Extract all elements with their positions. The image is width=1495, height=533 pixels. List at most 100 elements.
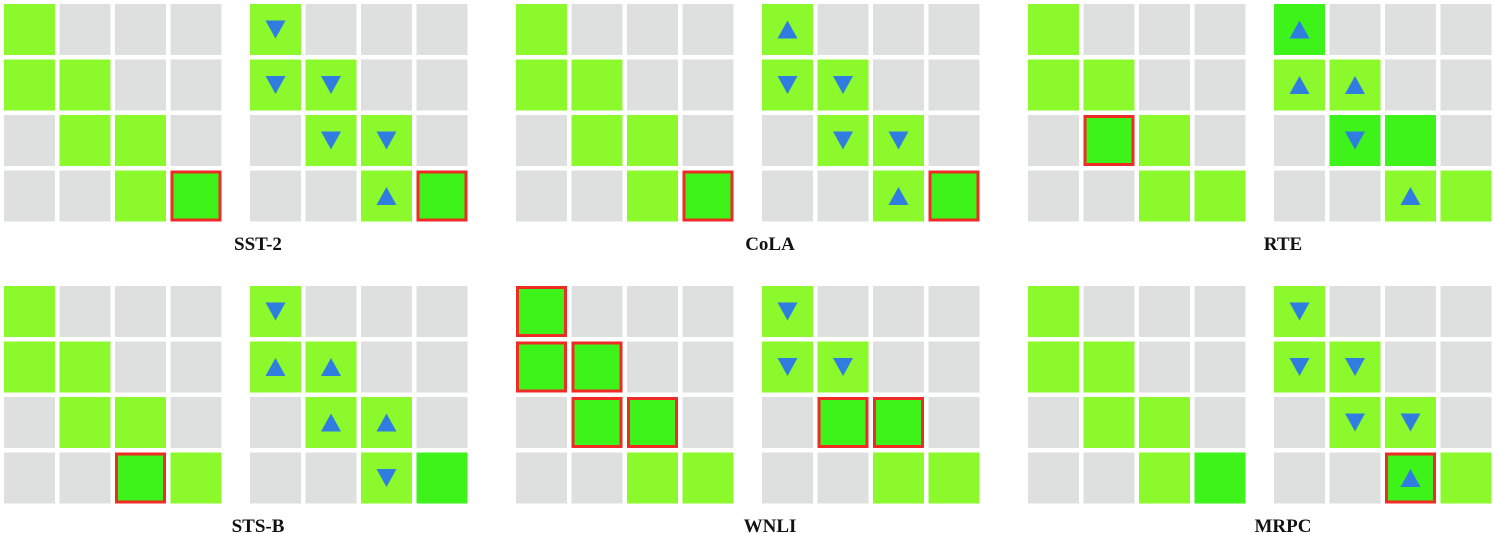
wnli-left-cell-r3c3 (682, 452, 734, 504)
sst-2-left-cell-r3c1 (59, 170, 111, 222)
mrpc-right-arrow-down-icon (1400, 413, 1421, 432)
wnli-left-cell-r1c3 (682, 341, 734, 393)
mrpc-right-cell-r0c3 (1440, 286, 1492, 337)
sts-b-left-cell-r1c1 (59, 341, 111, 393)
sst-2-right-cell-r2c3 (416, 115, 468, 166)
cola-left-cell-r2c3 (682, 115, 734, 166)
rte-right-cell-r2c3 (1440, 115, 1492, 166)
mrpc-right-cell-r2c3 (1440, 397, 1492, 448)
sst-2-left-cell-r1c2 (115, 59, 166, 111)
sts-b-left-cell-r2c1 (59, 397, 111, 448)
sts-b-right-arrow-up-icon (376, 413, 397, 432)
cola-left-cell-r1c0 (516, 59, 567, 111)
mrpc-right-arrow-up-icon (1400, 469, 1421, 487)
cola-right-arrow-down-icon (777, 76, 798, 94)
wnli-left-cell-r2c2 (627, 397, 678, 448)
sts-b-left-cell-r1c0 (4, 341, 55, 393)
panel-sts-b: STS-B (4, 286, 468, 533)
sts-b-left-highlight-r3c2 (115, 452, 166, 504)
sst-2-left-cell-r1c1 (59, 59, 111, 111)
rte-right-arrow-up-icon (1289, 20, 1310, 39)
wnli-right-cell-r3c0 (762, 452, 813, 504)
rte-left-cell-r0c3 (1194, 4, 1246, 55)
rte-right-arrow-down-icon (1345, 131, 1365, 150)
rte-right-cell-r1c2 (1385, 59, 1436, 111)
sst-2-right-arrow-down-icon (321, 76, 341, 94)
sst-2-left-cell-r0c1 (59, 4, 111, 55)
sst-2-left-cell-r3c3 (170, 170, 222, 222)
mrpc-right-arrow-down-icon (1289, 358, 1310, 376)
sst-2-left-cell-r2c0 (4, 115, 55, 166)
sts-b-right-arrow-up-icon (265, 358, 286, 376)
mrpc-left-cell-r1c1 (1083, 341, 1135, 393)
sst-2-left-cell-r2c1 (59, 115, 111, 166)
sst-2-right-highlight-r3c3 (416, 170, 468, 222)
sts-b-left-cell-r0c2 (115, 286, 166, 337)
panel-caption: MRPC (1255, 516, 1312, 533)
sst-2-right-arrow-down-icon (265, 20, 286, 39)
sts-b-right-arrow-up-icon (321, 358, 341, 376)
sts-b-left-cell-r2c0 (4, 397, 55, 448)
cola-right-cell-r0c2 (873, 4, 924, 55)
sst-2-left-cell-r3c2 (115, 170, 166, 222)
mrpc-left-cell-r0c1 (1083, 286, 1135, 337)
sts-b-left-cell-r0c3 (170, 286, 222, 337)
panel-mrpc: MRPC (1028, 286, 1492, 533)
wnli-left-cell-r0c0 (516, 286, 567, 337)
cola-left-highlight-r3c3 (682, 170, 734, 222)
cola-right-arrow-down-icon (833, 76, 853, 94)
sst-2-right-cell-r2c0 (250, 115, 301, 166)
wnli-left-cell-r1c0 (516, 341, 567, 393)
sst-2-left-cell-r3c0 (4, 170, 55, 222)
sts-b-left-cell-r2c2 (115, 397, 166, 448)
cola-left-cell-r2c1 (571, 115, 623, 166)
sst-2-right-arrow-down-icon (321, 131, 341, 150)
sts-b-right-cell-r0c2 (361, 286, 412, 337)
rte-right-cell-r3c1 (1329, 170, 1381, 222)
wnli-left-cell-r0c2 (627, 286, 678, 337)
wnli-right-arrow-down-icon (777, 358, 798, 376)
rte-left-cell-r1c3 (1194, 59, 1246, 111)
sts-b-left-cell-r3c0 (4, 452, 55, 504)
mrpc-right-arrow-down-icon (1345, 413, 1365, 432)
sst-2-right-cell-r0c2 (361, 4, 412, 55)
rte-left-cell-r3c1 (1083, 170, 1135, 222)
rte-left-cell-r3c3 (1194, 170, 1246, 222)
rte-left-cell-r0c2 (1139, 4, 1190, 55)
rte-left-cell-r1c1 (1083, 59, 1135, 111)
wnli-right-cell-r1c3 (928, 341, 980, 393)
rte-right-arrow-up-icon (1345, 76, 1365, 94)
sts-b-left-cell-r3c3 (170, 452, 222, 504)
cola-left-cell-r0c3 (682, 4, 734, 55)
sst-2-right-arrow-down-icon (265, 76, 286, 94)
panel-caption: WNLI (744, 516, 797, 533)
wnli-right-cell-r0c3 (928, 286, 980, 337)
rte-right-cell-r3c3 (1440, 170, 1492, 222)
cola-left-cell-r3c3 (682, 170, 734, 222)
mrpc-right-cell-r3c3 (1440, 452, 1492, 504)
wnli-right-cell-r3c1 (817, 452, 869, 504)
mrpc-right-cell-r3c1 (1329, 452, 1381, 504)
cola-right-cell-r2c0 (762, 115, 813, 166)
wnli-right-cell-r2c2 (873, 397, 924, 448)
sst-2-left-cell-r0c2 (115, 4, 166, 55)
panel-sst-2: SST-2 (4, 4, 468, 255)
cola-left-cell-r1c2 (627, 59, 678, 111)
wnli-right-cell-r2c3 (928, 397, 980, 448)
wnli-left-cell-r3c0 (516, 452, 567, 504)
panel-wnli: WNLI (516, 286, 980, 533)
mrpc-left-cell-r3c2 (1139, 452, 1190, 504)
wnli-left-cell-r0c1 (571, 286, 623, 337)
cola-right-cell-r0c3 (928, 4, 980, 55)
sst-2-right-cell-r0c3 (416, 4, 468, 55)
cola-left-cell-r2c2 (627, 115, 678, 166)
wnli-left-cell-r1c1 (571, 341, 623, 393)
cola-right-cell-r3c1 (817, 170, 869, 222)
wnli-right-arrow-down-icon (777, 302, 798, 321)
rte-right-cell-r1c3 (1440, 59, 1492, 111)
mrpc-right-cell-r0c2 (1385, 286, 1436, 337)
sst-2-left-cell-r2c3 (170, 115, 222, 166)
mrpc-right-highlight-r3c2 (1385, 452, 1436, 504)
sst-2-left-cell-r1c0 (4, 59, 55, 111)
